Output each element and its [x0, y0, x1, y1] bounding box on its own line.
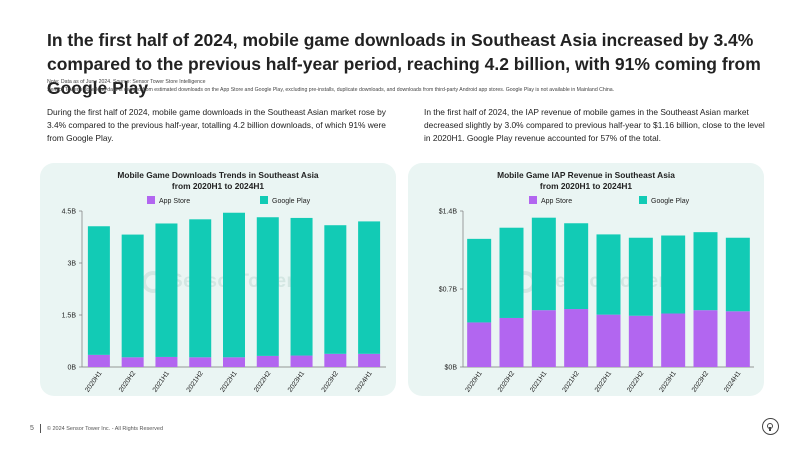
- y-tick-label: 1.5B: [62, 313, 77, 320]
- x-tick-label: 2024H1: [723, 370, 743, 394]
- bar-app-store: [87, 354, 110, 367]
- y-tick-label: 4.5B: [62, 209, 77, 216]
- x-tick-label: 2023H1: [658, 370, 678, 394]
- bar-google-play: [531, 217, 556, 311]
- bar-google-play: [467, 238, 492, 323]
- legend-label-0: App Store: [159, 198, 190, 205]
- legend-label-1: Google Play: [272, 198, 311, 205]
- y-tick-label: 0B: [67, 365, 76, 372]
- bar-google-play: [661, 235, 686, 314]
- x-tick-label: 2023H1: [287, 370, 307, 394]
- x-tick-label: 2023H2: [691, 370, 711, 394]
- footer-divider: [39, 424, 41, 433]
- downloads-summary-text: During the first half of 2024, mobile ga…: [47, 107, 386, 143]
- bar-app-store: [467, 322, 492, 367]
- bar-app-store: [628, 315, 653, 367]
- bar-app-store: [121, 357, 144, 367]
- bar-google-play: [596, 234, 621, 315]
- bar-google-play: [290, 217, 313, 356]
- legend-swatch-0: [529, 196, 537, 204]
- note-line-1: Note: Data as of June 2024. Source: Sens…: [47, 79, 206, 85]
- chart-title-line-2: from 2020H1 to 2024H1: [540, 181, 633, 191]
- bar-google-play: [324, 225, 347, 354]
- bar-app-store: [290, 355, 313, 367]
- x-tick-label: 2022H2: [626, 370, 646, 394]
- bar-google-play: [87, 226, 110, 355]
- bar-app-store: [531, 310, 556, 367]
- x-tick-label: 2021H2: [185, 370, 205, 394]
- legend-label-0: App Store: [541, 198, 572, 205]
- bar-google-play: [155, 223, 178, 357]
- bar-app-store: [189, 357, 212, 367]
- bar-google-play: [358, 221, 381, 354]
- x-tick-label: 2020H1: [464, 370, 484, 394]
- x-tick-label: 2023H2: [321, 370, 341, 394]
- bar-app-store: [661, 313, 686, 367]
- y-tick-label: $0.7B: [439, 287, 458, 294]
- legend-label-1: Google Play: [651, 198, 690, 205]
- x-tick-label: 2021H1: [152, 370, 172, 394]
- revenue-chart: Mobile Game IAP Revenue in Southeast Asi…: [439, 170, 754, 394]
- bar-google-play: [256, 217, 279, 356]
- bar-app-store: [155, 356, 178, 367]
- downloads-chart: Mobile Game Downloads Trends in Southeas…: [62, 170, 386, 394]
- bar-app-store: [596, 314, 621, 367]
- x-tick-label: 2022H1: [219, 370, 239, 394]
- revenue-summary-text: In the first half of 2024, the IAP reven…: [424, 107, 765, 143]
- bar-google-play: [725, 237, 750, 312]
- y-tick-label: $0B: [445, 365, 458, 372]
- footer: 5 © 2024 Sensor Tower Inc. - All Rights R…: [30, 424, 163, 433]
- bar-app-store: [564, 309, 589, 367]
- chart-title-line-2: from 2020H1 to 2024H1: [172, 181, 265, 191]
- page-title: In the first half of 2024, mobile game d…: [47, 30, 761, 98]
- bar-google-play: [564, 223, 589, 310]
- bar-app-store: [693, 310, 718, 367]
- x-tick-label: 2021H2: [561, 370, 581, 394]
- logo-stem: [769, 427, 771, 431]
- bar-google-play: [121, 234, 144, 358]
- y-tick-label: 3B: [67, 261, 76, 268]
- x-tick-label: 2020H1: [84, 370, 104, 394]
- copyright-text: © 2024 Sensor Tower Inc. - All Rights Re…: [46, 425, 164, 432]
- sensor-tower-logo-icon: [762, 418, 779, 435]
- x-tick-label: 2022H2: [253, 370, 273, 394]
- x-tick-label: 2022H1: [594, 370, 614, 394]
- bar-google-play: [499, 227, 524, 318]
- y-tick-label: $1.4B: [439, 209, 458, 216]
- legend-swatch-1: [639, 196, 647, 204]
- bar-google-play: [628, 237, 653, 316]
- bar-google-play: [189, 219, 212, 358]
- bar-app-store: [358, 353, 381, 367]
- x-tick-label: 2020H2: [497, 370, 517, 394]
- bar-app-store: [324, 353, 347, 367]
- chart-title-line-1: Mobile Game IAP Revenue in Southeast Asi…: [497, 170, 675, 180]
- legend-swatch-0: [147, 196, 155, 204]
- bar-app-store: [256, 355, 279, 367]
- page-number: 5: [30, 424, 34, 432]
- x-tick-label: 2021H1: [529, 370, 549, 394]
- x-tick-label: 2020H2: [118, 370, 138, 394]
- bar-app-store: [499, 317, 524, 367]
- note-line-2: Sensor Tower's download data is derived …: [47, 86, 615, 93]
- bar-google-play: [223, 212, 245, 358]
- source-note: Note: Data as of June 2024. Source: Sens…: [47, 79, 787, 94]
- chart-title-line-1: Mobile Game Downloads Trends in Southeas…: [117, 170, 319, 180]
- x-tick-label: 2024H1: [354, 370, 374, 394]
- bar-app-store: [725, 311, 750, 367]
- bar-google-play: [693, 232, 718, 311]
- legend-swatch-1: [260, 196, 268, 204]
- bar-app-store: [223, 357, 245, 367]
